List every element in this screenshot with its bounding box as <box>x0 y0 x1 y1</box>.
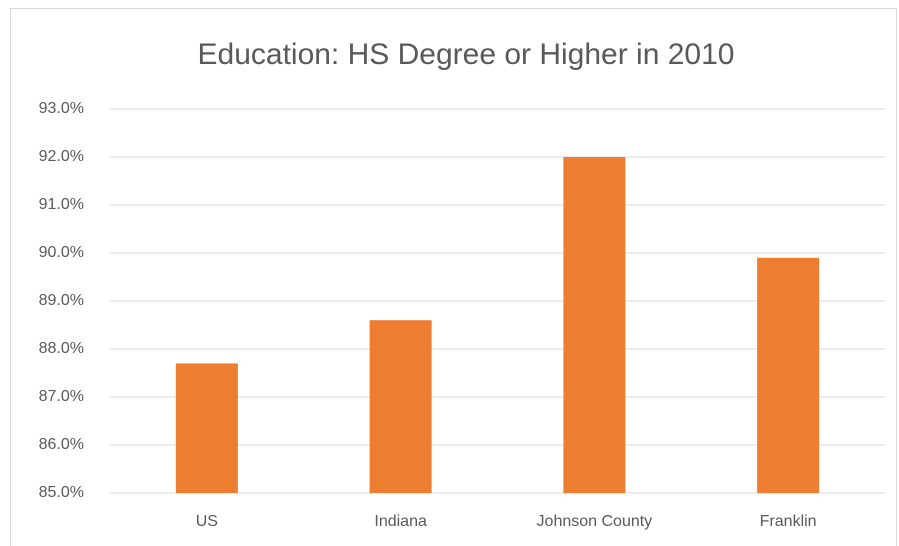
y-tick-label: 93.0% <box>39 100 84 117</box>
y-tick-label: 92.0% <box>39 148 84 165</box>
x-tick-label: Johnson County <box>537 513 653 530</box>
bar <box>175 363 238 493</box>
y-tick-label: 89.0% <box>39 292 84 309</box>
y-tick-label: 88.0% <box>39 340 84 357</box>
bar <box>369 320 432 493</box>
y-tick-label: 85.0% <box>39 484 84 501</box>
bar <box>563 157 626 493</box>
chart-title: Education: HS Degree or Higher in 2010 <box>198 38 735 71</box>
bar <box>757 257 820 493</box>
y-tick-label: 87.0% <box>39 388 84 405</box>
y-tick-label: 90.0% <box>39 244 84 261</box>
x-tick-label: Franklin <box>760 513 817 530</box>
y-tick-label: 86.0% <box>39 436 84 453</box>
x-tick-label: Indiana <box>374 513 427 530</box>
chart-frame <box>10 8 897 546</box>
y-tick-label: 91.0% <box>39 196 84 213</box>
x-tick-label: US <box>196 513 218 530</box>
